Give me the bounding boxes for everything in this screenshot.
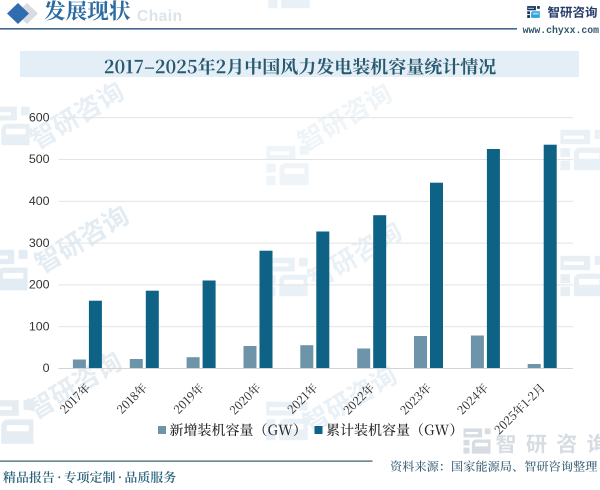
svg-text:100: 100 [29,319,50,333]
svg-text:600: 600 [29,110,50,124]
svg-text:400: 400 [29,194,50,208]
svg-text:500: 500 [29,152,50,166]
svg-text:Chain: Chain [137,8,183,25]
svg-text:www.chyxx.com: www.chyxx.com [523,25,600,36]
svg-text:300: 300 [29,236,50,250]
svg-text:0: 0 [43,361,50,375]
svg-text:200: 200 [29,278,50,292]
